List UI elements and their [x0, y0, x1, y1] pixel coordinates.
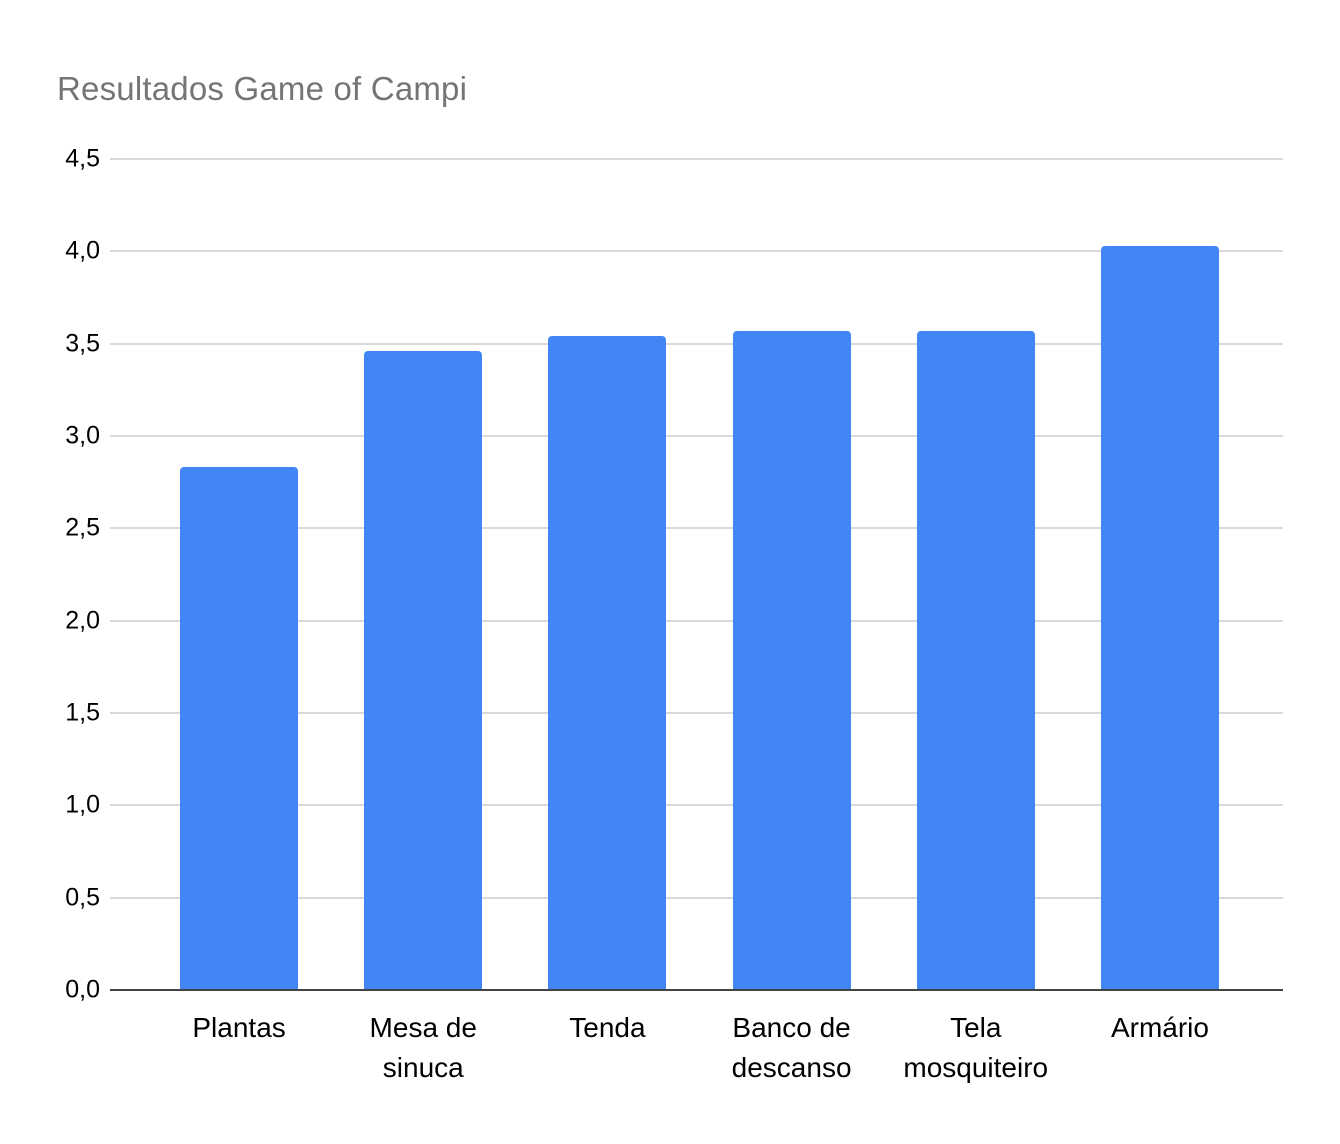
- bar-band: [515, 159, 699, 990]
- gridline: [110, 158, 1283, 160]
- chart-title: Resultados Game of Campi: [57, 70, 468, 107]
- x-axis-category-label-text: Mesa de sinuca: [369, 1012, 477, 1083]
- gridline: [110, 250, 1283, 253]
- y-axis-tick-label: 3,0: [65, 421, 100, 450]
- x-axis-category-label-text: Tela mosquiteiro: [903, 1012, 1049, 1083]
- y-axis-tick-label: 2,0: [65, 606, 100, 635]
- x-axis-category-label-text: Tenda: [569, 1012, 646, 1043]
- x-axis-category-label: Tenda: [515, 1008, 699, 1088]
- x-axis-category-label-text: Armário: [1110, 1012, 1209, 1043]
- bar: [916, 330, 1035, 990]
- plot-area: [110, 158, 1283, 991]
- gridline: [110, 435, 1283, 438]
- bar-band: [1068, 159, 1252, 990]
- bar: [364, 351, 483, 990]
- x-axis-labels: Plantas Mesa de sinuca Tenda Banco de desca…: [147, 1008, 1252, 1088]
- x-axis-category-label-text: Banco de descanso: [731, 1012, 852, 1083]
- y-axis-tick-label: 0,0: [65, 975, 100, 1004]
- gridline: [110, 804, 1283, 807]
- bar-band: [147, 159, 331, 990]
- gridline: [110, 527, 1283, 530]
- bar-band: [331, 159, 515, 990]
- y-axis-tick-label: 0,5: [65, 883, 100, 912]
- y-axis-tick-label: 2,5: [65, 513, 100, 542]
- x-axis-category-label: Mesa de sinuca: [331, 1008, 515, 1088]
- y-axis-tick-label: 1,0: [65, 790, 100, 819]
- bars-row: [147, 159, 1252, 990]
- gridline: [110, 342, 1283, 345]
- y-axis-tick-label: 4,5: [65, 144, 100, 173]
- bar: [548, 336, 667, 990]
- y-axis-tick-label: 4,0: [65, 236, 100, 265]
- x-axis-category-label: Banco de descanso: [700, 1008, 884, 1088]
- x-axis-category-label-text: Plantas: [192, 1012, 286, 1043]
- y-axis-tick-label: 3,5: [65, 329, 100, 358]
- x-axis-category-label: Tela mosquiteiro: [884, 1008, 1068, 1088]
- y-axis-labels: 0,0 0,5 1,0 1,5 2,0 2,5 3,0 3,5 4,0 4,5: [0, 145, 100, 1004]
- gridline: [110, 712, 1283, 715]
- bar-band: [884, 159, 1068, 990]
- bar-band: [700, 159, 884, 990]
- bar: [180, 467, 299, 990]
- y-axis-tick-label: 1,5: [65, 698, 100, 727]
- bar: [732, 330, 851, 990]
- bar: [1100, 245, 1219, 990]
- gridline: [110, 619, 1283, 622]
- x-axis-line: [110, 989, 1283, 991]
- x-axis-category-label: Plantas: [147, 1008, 331, 1088]
- x-axis-category-label: Armário: [1068, 1008, 1252, 1088]
- gridline: [110, 896, 1283, 899]
